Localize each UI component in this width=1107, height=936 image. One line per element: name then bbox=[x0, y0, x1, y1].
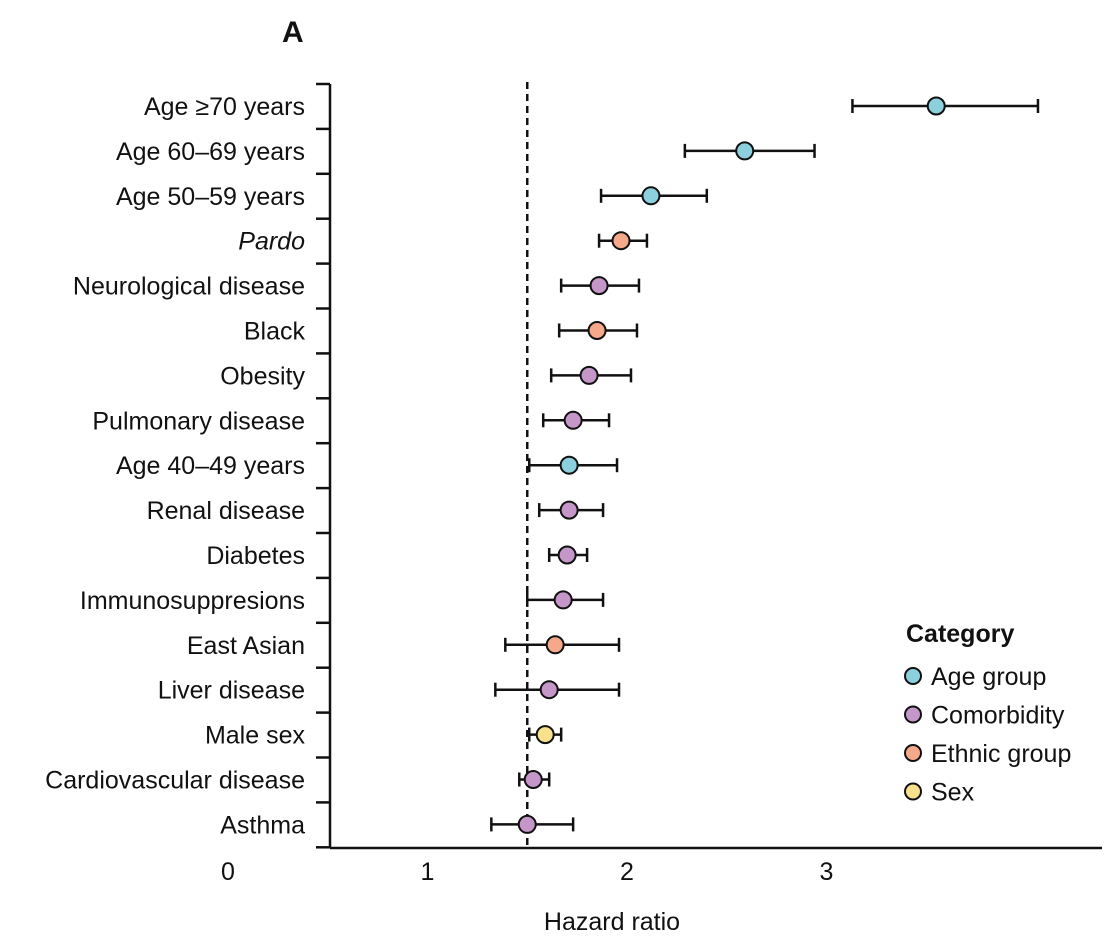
panel-letter: A bbox=[282, 16, 304, 49]
x-tick-label: 3 bbox=[820, 858, 834, 886]
x-tick-label: 2 bbox=[620, 858, 634, 886]
hazard-ratio-point bbox=[587, 321, 607, 340]
x-axis-title: Hazard ratio bbox=[544, 908, 680, 936]
x-tick-label: 0 bbox=[221, 858, 235, 886]
legend-swatch bbox=[904, 667, 922, 685]
row-label: Pulmonary disease bbox=[92, 407, 305, 435]
hazard-ratio-point bbox=[545, 635, 565, 655]
row-label: Age 40–49 years bbox=[116, 452, 305, 480]
row-label: Obesity bbox=[220, 362, 305, 390]
row-label: Immunosuppresions bbox=[80, 587, 305, 615]
axis-layer: 0 1 2 3 bbox=[221, 82, 1102, 886]
hazard-ratio-point bbox=[557, 545, 577, 565]
row-label: East Asian bbox=[187, 632, 305, 660]
legend-swatch bbox=[904, 782, 922, 801]
hazard-ratio-point bbox=[735, 141, 755, 161]
legend: Category Age group Comorbidity Ethnic grou… bbox=[904, 620, 1071, 807]
hazard-ratio-point bbox=[539, 680, 559, 700]
row-label: Age 50–59 years bbox=[116, 183, 305, 211]
hazard-ratio-point bbox=[559, 455, 579, 475]
legend-swatch bbox=[904, 705, 922, 724]
hazard-ratio-point bbox=[579, 365, 599, 385]
row-label: Pardo bbox=[238, 228, 305, 256]
hazard-ratio-point bbox=[523, 770, 543, 789]
hazard-ratio-point bbox=[926, 96, 946, 116]
hazard-ratio-point bbox=[589, 276, 609, 296]
row-label: Black bbox=[244, 318, 306, 346]
legend-label: Age group bbox=[931, 663, 1046, 691]
legend-swatch bbox=[904, 744, 922, 762]
row-label: Neurological disease bbox=[73, 273, 305, 301]
marks-layer bbox=[490, 96, 1040, 834]
legend-label: Sex bbox=[931, 779, 975, 807]
hazard-ratio-point bbox=[563, 410, 583, 430]
hazard-ratio-point bbox=[641, 186, 661, 206]
row-label: Age 60–69 years bbox=[116, 138, 305, 166]
row-label: Cardiovascular disease bbox=[45, 767, 305, 795]
hazard-ratio-point bbox=[535, 725, 555, 745]
row-label: Age ≥70 years bbox=[144, 93, 305, 121]
row-label: Liver disease bbox=[158, 677, 305, 705]
row-label: Diabetes bbox=[206, 542, 305, 570]
row-label: Asthma bbox=[220, 811, 305, 839]
hazard-ratio-point bbox=[517, 814, 537, 834]
hazard-ratio-point bbox=[559, 500, 579, 520]
row-label: Renal disease bbox=[147, 497, 305, 525]
row-label: Male sex bbox=[205, 722, 306, 750]
x-tick-label: 1 bbox=[421, 858, 435, 886]
hazard-ratio-point bbox=[611, 231, 631, 251]
legend-label: Ethnic group bbox=[931, 740, 1071, 768]
legend-title: Category bbox=[906, 620, 1014, 648]
hazard-ratio-point bbox=[553, 590, 573, 610]
rows-layer: Age ≥70 years Age 60–69 years Age 50–59 ye… bbox=[45, 93, 305, 839]
legend-label: Comorbidity bbox=[931, 702, 1065, 730]
